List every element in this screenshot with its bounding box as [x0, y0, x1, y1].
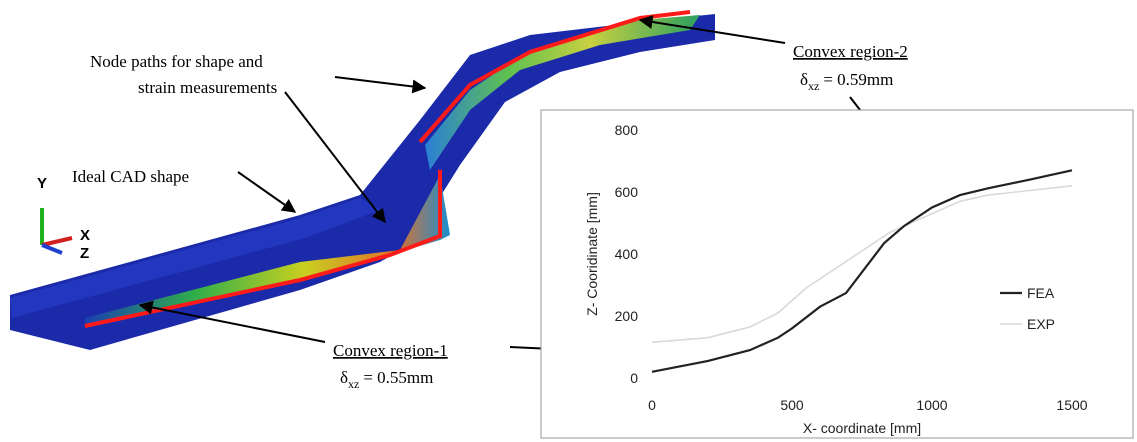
convex2-title: Convex region-2: [793, 42, 908, 61]
y-tick-label: 400: [615, 246, 639, 262]
axis-triad: Y X Z: [37, 175, 90, 262]
x-tick-label: 500: [780, 397, 804, 413]
y-tick-label: 0: [630, 370, 638, 386]
series-line: [651, 185, 1073, 344]
y-axis-title: Z- Cooridinate [mm]: [584, 192, 600, 316]
convex1-delta: δxz = 0.55mm: [340, 368, 433, 391]
convex2-delta: δxz = 0.59mm: [800, 70, 893, 93]
node-paths-label: Node paths for shape and: [90, 52, 263, 71]
x-axis-title: X- coordinate [mm]: [803, 420, 921, 436]
chart-frame: [540, 109, 1134, 439]
x-tick-label: 1500: [1056, 397, 1087, 413]
triad-x: X: [80, 227, 90, 244]
fea-render: [10, 10, 715, 350]
legend-label: EXP: [1027, 316, 1055, 332]
y-tick-label: 800: [615, 122, 639, 138]
convex1-title: Convex region-1: [333, 341, 448, 360]
triad-z: Z: [80, 245, 89, 262]
node-paths-label: strain measurements: [138, 78, 277, 97]
x-tick-label: 0: [648, 397, 656, 413]
legend-label: FEA: [1027, 285, 1055, 301]
ideal-cad-label: Ideal CAD shape: [72, 167, 189, 186]
triad-y: Y: [37, 175, 47, 192]
x-tick-label: 1000: [916, 397, 947, 413]
y-tick-label: 600: [615, 184, 639, 200]
chart: 0 200 400 600 800 0 500 1000 1500 X- coordinate […: [584, 122, 1088, 436]
series-line: [651, 169, 1073, 373]
y-tick-label: 200: [615, 308, 639, 324]
